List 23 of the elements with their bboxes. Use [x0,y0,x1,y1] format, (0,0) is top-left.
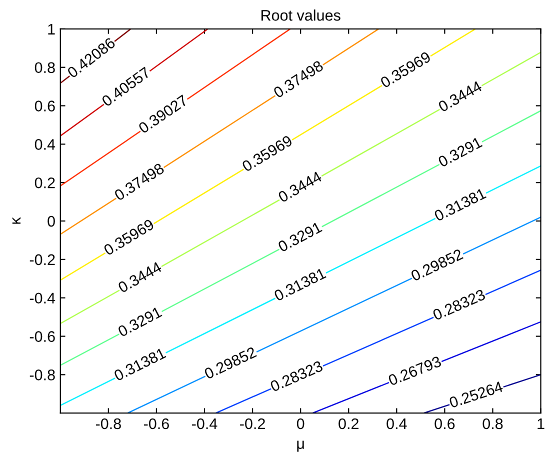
x-tick-label: -0.8 [96,418,121,430]
y-axis-title: κ [12,217,20,224]
y-tick-label: 0.2 [34,177,55,188]
x-axis-title: μ [297,440,304,452]
y-tick-label: -0.2 [30,254,55,266]
chart-title: Root values [261,10,340,21]
x-tick-label: 1 [538,418,544,430]
y-tick-label: -0.4 [30,292,56,304]
y-tick-label: 0.6 [34,100,55,112]
y-tick-label: 0.8 [34,62,55,74]
y-tick-label: -0.8 [30,370,55,380]
x-tick-label: 0.2 [338,418,358,430]
x-tick-label: 0.6 [434,418,455,430]
y-tick-label: -0.6 [30,331,55,342]
x-tick-label: -0.6 [144,418,169,430]
x-tick-label: 0.8 [482,418,503,430]
x-tick-label: 0 [296,418,304,430]
y-tick-label: 0 [48,216,55,227]
y-tick-label: 1 [48,24,55,34]
x-tick-label: -0.2 [240,418,265,430]
x-tick-label: 0.4 [386,418,407,430]
y-tick-label: 0.4 [34,139,56,150]
x-tick-label: -0.4 [192,418,218,430]
